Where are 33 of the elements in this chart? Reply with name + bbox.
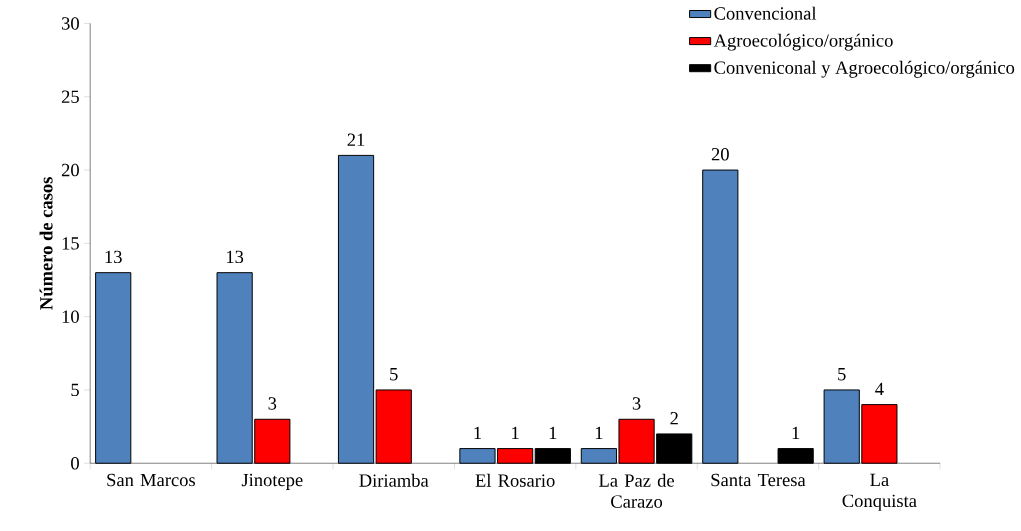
x-tick-label: La Paz de Carazo [599,473,674,508]
y-axis-title: Número de casos [39,176,53,310]
y-tick-label: 30 [62,17,79,30]
data-label: 3 [632,397,641,410]
y-tick-label: 20 [61,163,79,177]
x-tick-label: El Rosario [475,473,555,487]
data-label: 13 [105,250,122,264]
data-label: 20 [711,147,729,161]
y-tick-label: 5 [71,383,79,396]
data-label: 1 [474,426,481,439]
data-label: 13 [227,250,244,264]
data-label: 5 [390,367,398,381]
data-label: 1 [792,426,800,439]
data-label: 2 [670,412,678,425]
x-tick-label: Diriamba [359,473,429,487]
data-label: 5 [838,367,846,381]
data-label: 1 [549,426,557,439]
y-tick-label: 15 [62,237,79,250]
data-label: 4 [875,382,884,395]
data-label: 1 [512,426,519,439]
x-tick-label: La Conquista [842,473,917,511]
legend-label: Convencional [714,6,817,20]
data-label: 21 [347,133,365,146]
data-label: 1 [595,426,603,439]
x-tick-label: San Marcos [107,473,195,487]
data-label: 3 [268,397,277,410]
legend-label: Conveniconal y Agroecológico/orgánico [714,60,1015,78]
legend-label: Agroecológico/orgánico [713,33,893,51]
y-tick-label: 25 [61,90,79,103]
x-tick-label: Jinotepe [241,473,303,490]
y-tick-label: 10 [62,310,79,323]
x-tick-label: Santa Teresa [711,473,806,487]
y-tick-label: 0 [71,456,79,470]
